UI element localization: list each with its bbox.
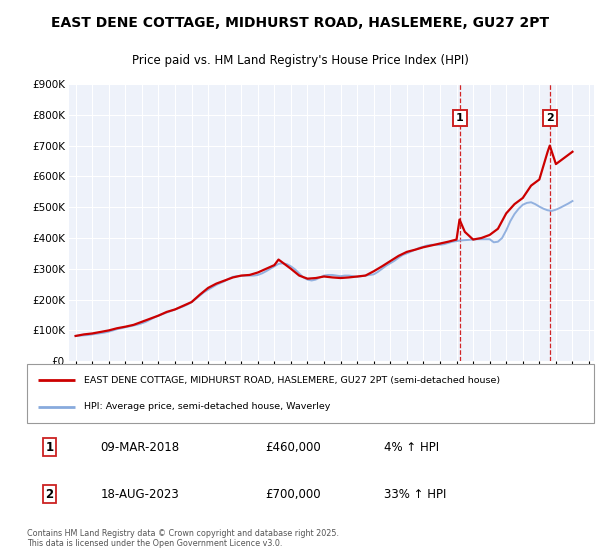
Text: 1: 1: [455, 113, 463, 123]
Text: £460,000: £460,000: [265, 441, 321, 454]
Text: 1: 1: [46, 441, 54, 454]
Text: 33% ↑ HPI: 33% ↑ HPI: [384, 488, 446, 501]
Text: Contains HM Land Registry data © Crown copyright and database right 2025.
This d: Contains HM Land Registry data © Crown c…: [27, 529, 339, 548]
Text: 09-MAR-2018: 09-MAR-2018: [101, 441, 180, 454]
Text: EAST DENE COTTAGE, MIDHURST ROAD, HASLEMERE, GU27 2PT (semi-detached house): EAST DENE COTTAGE, MIDHURST ROAD, HASLEM…: [84, 376, 500, 385]
Text: 18-AUG-2023: 18-AUG-2023: [101, 488, 179, 501]
Text: 2: 2: [546, 113, 554, 123]
Text: 2: 2: [46, 488, 54, 501]
Text: 4% ↑ HPI: 4% ↑ HPI: [384, 441, 439, 454]
Text: HPI: Average price, semi-detached house, Waverley: HPI: Average price, semi-detached house,…: [84, 403, 330, 412]
Text: £700,000: £700,000: [265, 488, 321, 501]
Text: EAST DENE COTTAGE, MIDHURST ROAD, HASLEMERE, GU27 2PT: EAST DENE COTTAGE, MIDHURST ROAD, HASLEM…: [51, 16, 549, 30]
Text: Price paid vs. HM Land Registry's House Price Index (HPI): Price paid vs. HM Land Registry's House …: [131, 54, 469, 67]
